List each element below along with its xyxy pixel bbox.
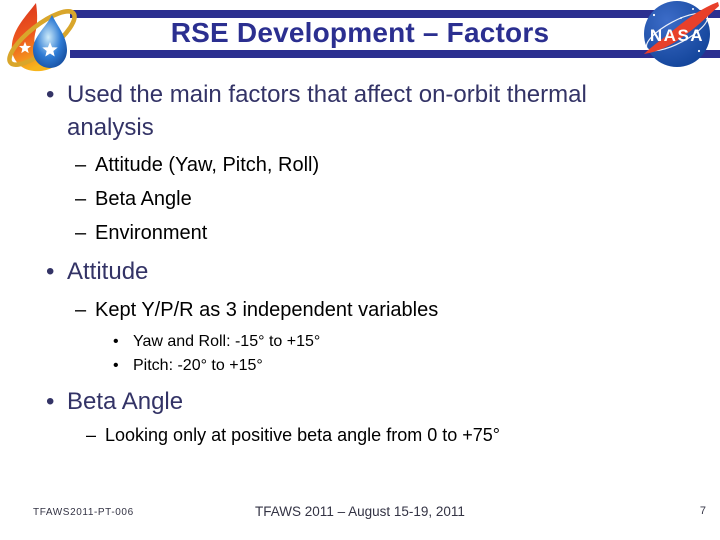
bullet-text: Used the main factors that affect on-orb… [67,81,587,141]
bullet-text: Beta Angle [95,188,192,210]
bullet-text: Environment [95,222,208,244]
bullet-marker: • [46,388,55,415]
bullet-item-attitude-ypr: – Attitude (Yaw, Pitch, Roll) [75,152,319,178]
bullet-marker: • [46,258,55,285]
dash-marker: – [75,154,87,176]
bullet-item-kept-ypr: – Kept Y/P/R as 3 independent variables [75,297,438,323]
nasa-logo: NASA [636,0,720,70]
bullet-text: Yaw and Roll: -15° to +15° [133,333,321,350]
bullet-item-yaw-roll-range: • Yaw and Roll: -15° to +15° [113,330,320,353]
page-title: RSE Development – Factors [170,17,550,48]
bullet-marker: • [46,81,55,108]
bullet-item-used-factors: • Used the main factors that affect on-o… [46,78,659,144]
nasa-wordmark: NASA [650,26,704,45]
tfaws-flame-icon [7,3,77,72]
bullet-item-attitude-heading: • Attitude [46,258,148,286]
bullet-item-beta-heading: • Beta Angle [46,388,183,416]
bullet-text: Kept Y/P/R as 3 independent variables [95,299,439,321]
header-bottom-bar [64,50,720,58]
footer-doc-id: TFAWS2011-PT-006 [33,507,134,518]
bullet-text: Beta Angle [67,388,184,415]
bullet-marker: • [113,333,119,350]
bullet-text: Looking only at positive beta angle from… [105,425,500,445]
bullet-item-pitch-range: • Pitch: -20° to +15° [113,354,263,377]
dash-marker: – [75,299,87,321]
bullet-text: Attitude [67,258,149,285]
bullet-text: Attitude (Yaw, Pitch, Roll) [95,154,320,176]
bullet-item-positive-beta: – Looking only at positive beta angle fr… [86,423,500,447]
nasa-meatball-icon: NASA [644,1,719,67]
tfaws-logo [0,0,110,74]
bullet-text: Pitch: -20° to +15° [133,357,263,374]
header-top-bar [64,10,720,18]
dash-marker: – [75,188,87,210]
bullet-marker: • [113,357,119,374]
bullet-item-beta-angle: – Beta Angle [75,186,192,212]
footer-conference: TFAWS 2011 – August 15-19, 2011 [255,504,465,519]
dash-marker: – [75,222,87,244]
bullet-item-environment: – Environment [75,220,207,246]
dash-marker: – [86,425,97,445]
footer-page-number: 7 [699,505,706,517]
